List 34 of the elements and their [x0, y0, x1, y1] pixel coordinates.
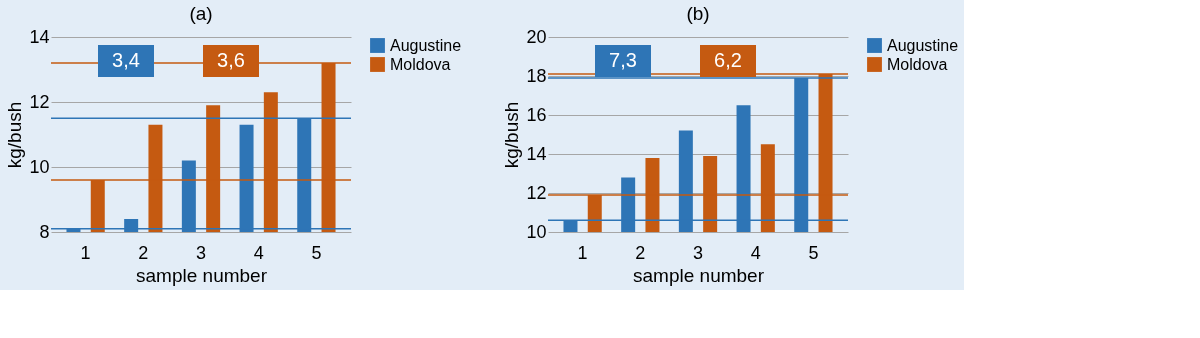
y-tick-label: 14	[29, 26, 50, 47]
x-tick-label: 3	[195, 242, 207, 263]
x-tick-label: 3	[692, 242, 704, 263]
legend-label: Moldova	[887, 55, 948, 73]
x-tick-label: 1	[80, 242, 91, 263]
x-tick-label: 5	[311, 242, 322, 263]
legend-label: Moldova	[390, 55, 451, 73]
y-tick-label: 20	[526, 26, 547, 47]
x-tick-label: 5	[808, 242, 819, 263]
y-tick-label: 10	[29, 156, 50, 177]
annotation: 6,2	[714, 49, 742, 71]
x-axis-title: sample number	[136, 264, 268, 286]
chart-title: (b)	[686, 3, 710, 24]
legend-label: Augustine	[390, 36, 462, 54]
annotation: 7,3	[609, 49, 637, 71]
x-tick-label: 4	[253, 242, 264, 263]
x-tick-label: 2	[635, 242, 646, 263]
x-axis-title: sample number	[633, 264, 765, 286]
y-tick-label: 10	[526, 221, 547, 242]
y-tick-label: 8	[39, 221, 50, 242]
y-tick-label: 18	[526, 65, 547, 86]
x-tick-label: 1	[577, 242, 588, 263]
annotation: 3,4	[112, 49, 140, 71]
chart-title: (a)	[189, 3, 213, 24]
y-tick-label: 14	[526, 143, 547, 164]
y-axis-title: kg/bush	[4, 101, 26, 169]
y-tick-label: 16	[526, 104, 547, 125]
x-tick-label: 2	[138, 242, 149, 263]
y-tick-label: 12	[29, 91, 50, 112]
legend-label: Augustine	[887, 36, 959, 54]
y-tick-label: 12	[526, 182, 547, 203]
annotation: 3,6	[217, 49, 245, 71]
y-axis-title: kg/bush	[501, 101, 523, 169]
x-tick-label: 4	[750, 242, 761, 263]
